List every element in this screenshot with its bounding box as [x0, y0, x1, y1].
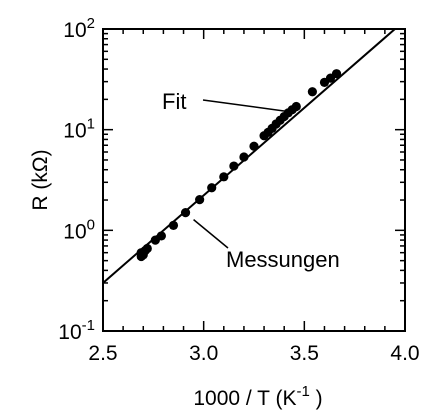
- data-point: [195, 194, 205, 205]
- data-point: [180, 208, 191, 218]
- plot-frame: [102, 28, 406, 332]
- data-point: [291, 101, 301, 112]
- data-point: [142, 243, 152, 254]
- x-tick-label: 2.5: [88, 342, 117, 365]
- y-tick-label: 102: [63, 15, 95, 42]
- data-point: [229, 161, 239, 171]
- fit-annotation-leader: [202, 99, 293, 113]
- data-point: [249, 141, 259, 151]
- fit-annotation-label: Fit: [162, 89, 186, 114]
- series-layer: [103, 29, 396, 284]
- data-point: [239, 152, 249, 162]
- data-point: [168, 220, 179, 230]
- y-axis-label: R (kΩ): [29, 149, 52, 210]
- data-point: [207, 183, 217, 193]
- x-axis-label: 1000 / T (K-1 ): [193, 383, 322, 410]
- data-point: [331, 69, 342, 79]
- annotations: Fit Messungen: [162, 89, 340, 272]
- messungen-annotation-leader: [193, 219, 229, 249]
- data-point: [156, 231, 166, 241]
- messungen-annotation-label: Messungen: [226, 247, 340, 272]
- x-tick-label: 3.5: [290, 342, 319, 365]
- data-point: [307, 87, 317, 97]
- x-tick-label: 4.0: [390, 342, 419, 365]
- y-tick-label: 100: [63, 216, 95, 243]
- x-tick-label: 3.0: [189, 342, 218, 365]
- y-tick-label: 101: [63, 116, 95, 143]
- data-point: [219, 172, 229, 182]
- y-tick-label: 10-1: [58, 317, 95, 344]
- tick-labels: 2.5 3.0 3.5 4.0 10-1 100 101 102: [58, 15, 419, 365]
- ticks-layer: [102, 28, 406, 332]
